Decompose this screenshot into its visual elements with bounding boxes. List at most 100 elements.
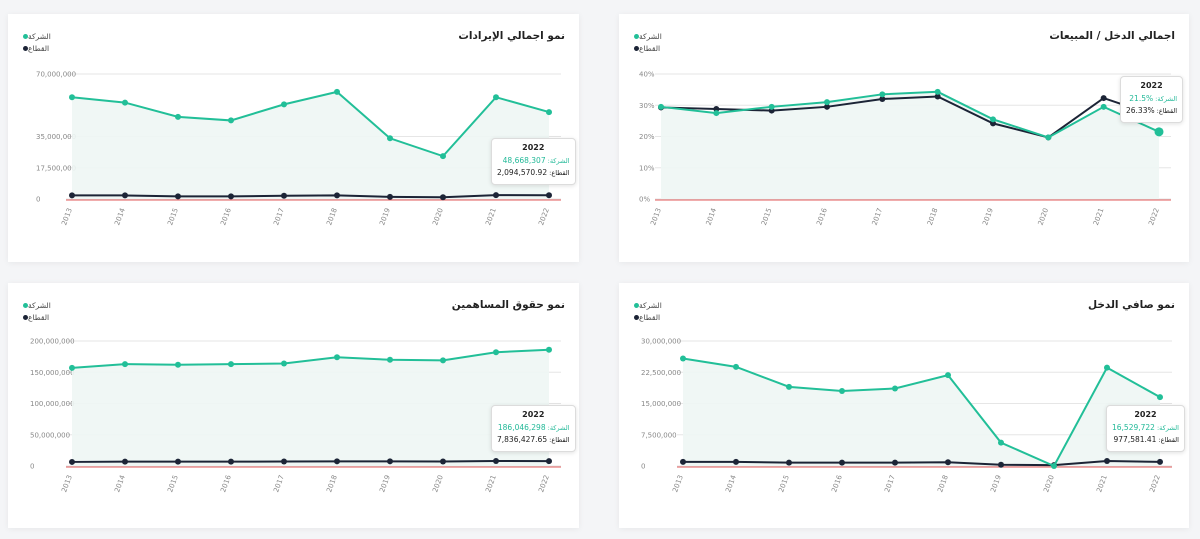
y-tick-label: 0 (30, 463, 34, 471)
revenue-chart: 70,000,000 35,000,000 17,500,000 0 2013 2014 2… (36, 71, 561, 226)
sector-point (945, 459, 951, 466)
y-tick-label: 20% (639, 133, 655, 141)
sector-point (680, 458, 686, 465)
company-point (680, 355, 686, 362)
y-tick-label: 10% (639, 164, 655, 172)
company-point (440, 357, 446, 364)
legend-sector[interactable]: القطاع (631, 311, 662, 323)
sector-point (175, 193, 181, 200)
company-point (69, 364, 75, 371)
x-tick-label: 2018 (325, 474, 339, 493)
sector-point (228, 193, 234, 200)
tooltip-year: 2022 (1134, 410, 1157, 419)
chart-tooltip: 2022 186,046,298:الشركة 7,836,427.65:الق… (491, 405, 576, 452)
x-tick-label: 2020 (1037, 207, 1051, 226)
x-tick-label: 2013 (671, 474, 685, 493)
income-sales-chart: 40% 30% 20% 10% 0% 2013 2014 2015 2016 2017 2018 20… (639, 71, 1171, 226)
company-point (546, 109, 552, 116)
company-point (824, 99, 830, 106)
company-area (72, 349, 549, 466)
legend-company-label: الشركة (639, 300, 662, 310)
y-tick-label: 22,500,000 (641, 369, 681, 377)
tooltip-company-label: :الشركة (547, 424, 570, 432)
company-point (990, 116, 996, 123)
chart-legend: الشركة القطاع (631, 30, 662, 54)
company-point (175, 361, 181, 368)
company-area (661, 91, 1159, 199)
x-tick-label: 2017 (871, 207, 885, 226)
company-point (228, 117, 234, 124)
tooltip-company-label: :الشركة (1155, 95, 1178, 103)
legend-sector-dot (23, 314, 28, 320)
legend-company-label: الشركة (28, 300, 51, 310)
company-point (658, 103, 664, 110)
sector-point (879, 96, 886, 102)
x-tick-label: 2016 (219, 206, 233, 226)
legend-company[interactable]: الشركة (631, 299, 662, 311)
company-point (998, 439, 1004, 446)
y-tick-label: 35,000,000 (36, 133, 76, 141)
x-tick-label: 2014 (724, 473, 738, 493)
x-tick-label: 2022 (1148, 474, 1162, 493)
sector-point (69, 458, 75, 465)
sector-point (69, 192, 75, 199)
sector-point (122, 458, 128, 465)
company-area (683, 358, 1160, 466)
legend-company-dot (23, 33, 28, 39)
company-point (281, 101, 287, 108)
y-tick-label: 70,000,000 (36, 71, 76, 79)
x-tick-label: 2020 (431, 474, 445, 493)
company-point (839, 388, 845, 394)
legend-sector[interactable]: القطاع (631, 42, 662, 54)
x-tick-label: 2016 (815, 206, 829, 226)
sector-point (892, 459, 898, 466)
sector-point (228, 458, 234, 465)
sector-point (387, 193, 393, 200)
x-tick-label: 2018 (926, 207, 940, 226)
legend-company[interactable]: الشركة (20, 30, 51, 42)
sector-line (71, 459, 550, 463)
x-tick-label: 2015 (760, 207, 774, 226)
x-tick-label: 2021 (484, 474, 498, 493)
company-point (334, 88, 340, 95)
chart-legend: الشركة القطاع (20, 299, 51, 323)
tooltip-company-value: 16,529,722 (1112, 423, 1155, 432)
legend-sector-dot (634, 314, 639, 320)
x-tick-label: 2017 (272, 207, 286, 226)
tooltip-company-value: 48,668,307 (502, 156, 546, 165)
company-point (879, 91, 886, 98)
legend-sector-label: القطاع (639, 43, 661, 53)
x-tick-label: 2022 (537, 474, 551, 493)
sector-point (934, 93, 941, 100)
x-tick-label: 2018 (325, 207, 339, 226)
company-point (334, 354, 340, 361)
legend-sector[interactable]: القطاع (20, 311, 51, 323)
chart-title: نمو حقوق المساهمين (451, 299, 565, 311)
tooltip-year: 2022 (1140, 81, 1163, 90)
chart-title: نمو اجمالي الإيرادات (458, 30, 565, 42)
company-point (228, 361, 234, 368)
tooltip-year: 2022 (522, 410, 545, 419)
x-tick-label: 2017 (272, 474, 286, 493)
x-tick-label: 2014 (113, 206, 127, 226)
x-tick-label: 2016 (830, 473, 844, 493)
x-tick-label: 2019 (378, 474, 392, 493)
legend-company-dot (634, 302, 639, 308)
legend-company[interactable]: الشركة (20, 299, 51, 311)
tooltip-company-value: 186,046,298 (497, 423, 546, 432)
company-point (733, 363, 739, 370)
y-tick-label: 50,000,000 (30, 431, 70, 439)
sector-point (122, 192, 128, 199)
tooltip-company-value: 21.5% (1129, 94, 1154, 103)
legend-company[interactable]: الشركة (631, 30, 662, 42)
company-point (1104, 364, 1110, 371)
company-point (1051, 463, 1057, 469)
legend-sector[interactable]: القطاع (20, 42, 51, 54)
tooltip-sector-value: 2,094,570.92 (497, 168, 548, 177)
company-point (493, 94, 499, 101)
company-point (493, 349, 499, 356)
x-tick-label: 2020 (431, 207, 445, 226)
net-income-card: نمو صافي الدخل الشركة القطاع 30,000,000 2… (619, 283, 1189, 528)
sector-point (334, 458, 340, 465)
x-tick-label: 2021 (1095, 474, 1109, 493)
